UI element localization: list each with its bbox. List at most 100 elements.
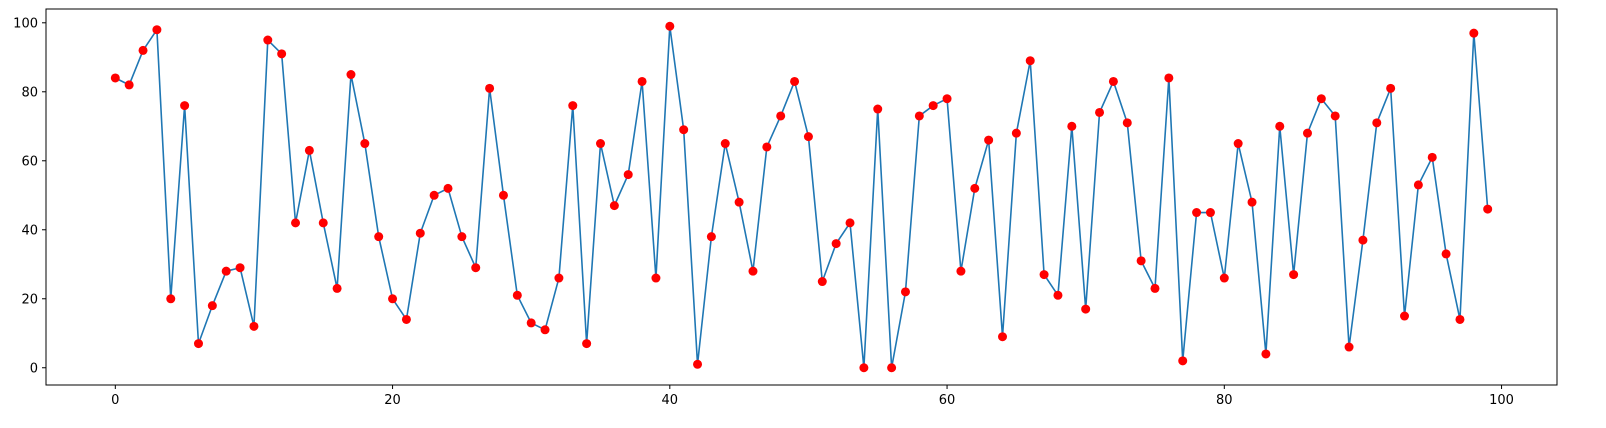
data-point — [928, 101, 938, 111]
data-point — [665, 21, 675, 31]
data-point — [1108, 76, 1118, 86]
data-point — [803, 132, 813, 142]
data-point — [1205, 208, 1215, 218]
data-point — [998, 332, 1007, 342]
data-point — [914, 111, 924, 121]
data-point — [124, 80, 134, 90]
data-point — [332, 283, 342, 293]
data-point — [568, 101, 578, 111]
series-layer — [110, 21, 1493, 373]
data-point — [1483, 204, 1493, 214]
data-point — [1233, 139, 1243, 149]
x-tick-label: 100 — [1489, 393, 1514, 408]
data-point — [318, 218, 328, 228]
data-point — [1150, 283, 1160, 293]
data-point — [429, 190, 439, 200]
y-tick-label: 80 — [21, 85, 38, 100]
data-point — [1192, 208, 1202, 218]
data-point — [1247, 197, 1257, 207]
data-point — [1302, 128, 1312, 138]
data-point — [762, 142, 772, 152]
data-point — [401, 314, 411, 324]
data-point — [1441, 249, 1451, 259]
data-point — [720, 139, 730, 149]
data-point — [887, 363, 897, 373]
data-point — [956, 266, 966, 276]
data-point — [1095, 107, 1105, 117]
x-tick-label: 20 — [384, 393, 401, 408]
x-tick-label: 60 — [939, 393, 956, 408]
data-point — [734, 197, 744, 207]
data-point — [637, 76, 647, 86]
data-point — [235, 263, 245, 273]
data-point — [1011, 128, 1021, 138]
data-point — [498, 190, 508, 200]
data-point — [1053, 290, 1063, 300]
data-point — [1067, 121, 1077, 131]
data-point — [540, 325, 550, 335]
x-tick-label: 40 — [662, 393, 679, 408]
data-point — [277, 49, 287, 59]
data-point — [443, 183, 453, 193]
data-point — [1081, 304, 1091, 314]
data-point — [776, 111, 786, 121]
x-tick-label: 80 — [1216, 393, 1233, 408]
data-point — [207, 301, 217, 311]
data-point — [1261, 349, 1271, 359]
data-point — [1344, 342, 1354, 352]
data-point — [457, 232, 467, 242]
data-point — [1289, 270, 1299, 280]
data-point — [346, 70, 356, 80]
data-point — [831, 239, 841, 249]
data-point — [706, 232, 716, 242]
data-point — [388, 294, 398, 304]
y-tick-label: 100 — [13, 16, 38, 31]
data-point — [1386, 83, 1396, 93]
data-point — [415, 228, 425, 238]
data-point — [180, 101, 190, 111]
data-point — [1413, 180, 1423, 190]
data-point — [1122, 118, 1132, 128]
data-point — [1219, 273, 1229, 283]
data-point — [900, 287, 910, 297]
data-point — [817, 277, 827, 287]
data-point — [166, 294, 176, 304]
data-point — [748, 266, 758, 276]
data-point — [485, 83, 495, 93]
data-point — [942, 94, 952, 104]
y-tick-label: 60 — [21, 154, 38, 169]
y-tick-label: 40 — [21, 223, 38, 238]
data-point — [859, 363, 869, 373]
data-point — [1455, 314, 1465, 324]
data-point — [1358, 235, 1368, 245]
data-point — [304, 145, 314, 155]
y-tick-label: 0 — [30, 361, 38, 376]
data-point — [1136, 256, 1146, 266]
data-point — [360, 139, 370, 149]
series-line — [114, 25, 1489, 369]
data-point — [138, 45, 148, 55]
data-point — [970, 183, 980, 193]
y-tick-label: 20 — [21, 292, 38, 307]
data-point — [1178, 356, 1188, 366]
data-point — [596, 139, 605, 149]
data-point — [526, 318, 536, 328]
data-point — [1164, 73, 1174, 83]
data-point — [623, 170, 633, 180]
data-point — [1330, 111, 1340, 121]
data-point — [873, 104, 883, 114]
data-point — [152, 25, 162, 35]
data-point — [193, 339, 203, 349]
data-point — [1427, 152, 1437, 162]
data-point — [471, 263, 481, 273]
data-point — [110, 73, 120, 83]
data-point — [512, 290, 522, 300]
axes-layer: 0 20 40 60 80 100 0 20 40 60 80 100 — [13, 8, 1558, 408]
data-point — [1372, 118, 1382, 128]
data-point — [1275, 121, 1285, 131]
plot-frame — [45, 8, 1558, 386]
data-point — [845, 218, 855, 228]
data-point — [221, 266, 231, 276]
